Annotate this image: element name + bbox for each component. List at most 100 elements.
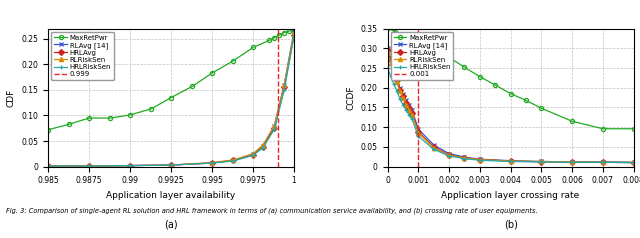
HRLRiskSen — [415, 135, 422, 138]
HRLAvg — [599, 161, 607, 164]
HRLRiskSen — [126, 164, 134, 167]
MaxRetPwr — [538, 107, 545, 110]
RLAvg [14] — [599, 160, 607, 163]
HRLAvg — [280, 86, 288, 89]
RLAvg [14] — [399, 92, 407, 95]
RLRiskSen — [126, 164, 134, 167]
RLAvg [14] — [393, 76, 401, 79]
HRLAvg — [507, 160, 515, 163]
Line: RLAvg [14]: RLAvg [14] — [46, 29, 296, 168]
Line: MaxRetPwr: MaxRetPwr — [385, 26, 636, 131]
RLAvg [14] — [408, 109, 416, 112]
RLRiskSen — [445, 154, 453, 157]
RLRiskSen — [393, 81, 401, 84]
RLRiskSen — [387, 61, 394, 64]
HRLRiskSen — [271, 128, 278, 131]
MaxRetPwr — [249, 46, 257, 49]
MaxRetPwr — [167, 96, 175, 99]
RLAvg [14] — [208, 162, 216, 164]
RLAvg [14] — [249, 152, 257, 155]
Line: HRLAvg: HRLAvg — [46, 33, 296, 168]
RLAvg [14] — [396, 86, 404, 89]
HRLAvg — [393, 78, 401, 81]
RLAvg [14] — [290, 30, 298, 33]
RLRiskSen — [415, 132, 422, 134]
RLRiskSen — [402, 103, 410, 106]
RLAvg [14] — [461, 156, 468, 159]
HRLRiskSen — [399, 103, 407, 106]
MaxRetPwr — [106, 117, 114, 119]
RLAvg [14] — [630, 161, 637, 164]
RLRiskSen — [85, 165, 93, 168]
Line: MaxRetPwr: MaxRetPwr — [46, 28, 296, 132]
MaxRetPwr — [280, 31, 288, 34]
MaxRetPwr — [568, 120, 576, 123]
HRLAvg — [167, 164, 175, 167]
RLAvg [14] — [445, 152, 453, 155]
HRLRiskSen — [230, 159, 237, 162]
RLRiskSen — [280, 83, 288, 86]
RLRiskSen — [599, 161, 607, 164]
RLRiskSen — [390, 71, 397, 74]
Y-axis label: CCDF: CCDF — [346, 85, 355, 110]
MaxRetPwr — [285, 30, 293, 33]
HRLRiskSen — [387, 74, 394, 77]
RLAvg [14] — [44, 165, 52, 168]
RLRiskSen — [259, 144, 267, 147]
HRLAvg — [415, 130, 422, 133]
MaxRetPwr — [445, 56, 453, 59]
MaxRetPwr — [476, 75, 484, 78]
Line: RLRiskSen: RLRiskSen — [46, 30, 296, 168]
MaxRetPwr — [85, 117, 93, 119]
Text: (a): (a) — [164, 219, 178, 229]
RLRiskSen — [476, 158, 484, 161]
RLAvg [14] — [384, 47, 392, 50]
MaxRetPwr — [407, 40, 415, 43]
HRLRiskSen — [568, 161, 576, 164]
HRLRiskSen — [445, 154, 453, 157]
HRLRiskSen — [599, 161, 607, 164]
HRLAvg — [290, 33, 298, 36]
HRLRiskSen — [402, 109, 410, 112]
RLRiskSen — [538, 160, 545, 163]
HRLRiskSen — [430, 148, 438, 151]
HRLRiskSen — [630, 161, 637, 164]
HRLRiskSen — [408, 118, 416, 121]
RLAvg [14] — [126, 164, 134, 167]
Text: (b): (b) — [504, 219, 518, 229]
RLAvg [14] — [280, 83, 288, 86]
HRLAvg — [384, 49, 392, 52]
HRLAvg — [476, 158, 484, 161]
HRLAvg — [399, 95, 407, 98]
MaxRetPwr — [399, 35, 407, 38]
MaxRetPwr — [126, 114, 134, 116]
RLAvg [14] — [390, 67, 397, 69]
RLRiskSen — [44, 165, 52, 168]
RLRiskSen — [405, 108, 413, 111]
RLRiskSen — [430, 146, 438, 149]
RLAvg [14] — [538, 160, 545, 163]
MaxRetPwr — [422, 49, 430, 52]
HRLAvg — [249, 154, 257, 156]
MaxRetPwr — [189, 85, 196, 88]
MaxRetPwr — [438, 55, 445, 58]
HRLRiskSen — [290, 35, 298, 38]
MaxRetPwr — [507, 92, 515, 95]
MaxRetPwr — [522, 99, 530, 102]
RLAvg [14] — [167, 164, 175, 167]
RLRiskSen — [167, 164, 175, 167]
HRLAvg — [430, 145, 438, 148]
HRLRiskSen — [390, 82, 397, 85]
HRLAvg — [230, 159, 237, 162]
RLRiskSen — [568, 160, 576, 163]
Y-axis label: CDF: CDF — [7, 89, 16, 107]
MaxRetPwr — [492, 84, 499, 86]
MaxRetPwr — [290, 28, 298, 31]
RLRiskSen — [396, 89, 404, 92]
HRLAvg — [402, 102, 410, 104]
Line: RLRiskSen: RLRiskSen — [385, 50, 636, 164]
RLAvg [14] — [387, 57, 394, 60]
HRLAvg — [568, 161, 576, 164]
HRLRiskSen — [280, 89, 288, 91]
MaxRetPwr — [415, 45, 422, 48]
